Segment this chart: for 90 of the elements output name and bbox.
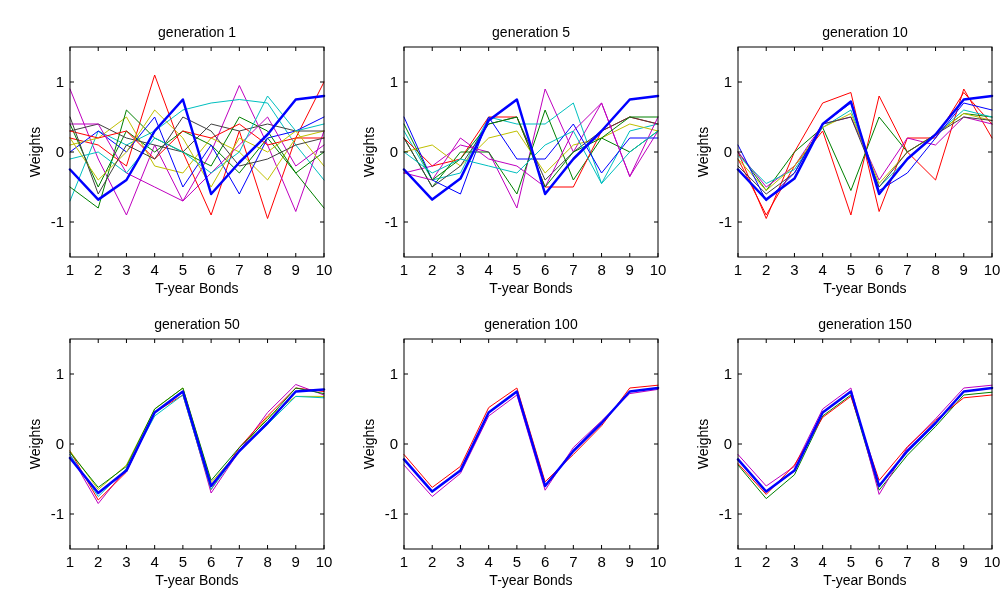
x-axis-title: T-year Bonds: [155, 572, 239, 588]
x-tick-label: 7: [903, 261, 912, 278]
x-tick-label: 9: [291, 553, 300, 570]
x-tick-label: 3: [790, 553, 799, 570]
x-tick-label: 10: [315, 261, 333, 278]
y-tick-label: -1: [718, 213, 732, 230]
x-tick-label: 10: [983, 261, 1001, 278]
x-tick-label: 9: [959, 261, 968, 278]
y-tick-label: -1: [50, 505, 64, 522]
x-tick-label: 9: [625, 553, 634, 570]
x-axis-title: T-year Bonds: [823, 572, 907, 588]
x-tick-label: 2: [762, 553, 771, 570]
chart-title: generation 1: [158, 24, 237, 40]
x-tick-label: 4: [150, 261, 159, 278]
y-tick-label: 1: [55, 365, 64, 382]
x-tick-label: 5: [512, 261, 522, 278]
x-tick-label: 6: [874, 261, 884, 278]
y-tick-label: 1: [723, 73, 732, 90]
x-tick-label: 3: [122, 553, 131, 570]
y-tick-label: -1: [384, 505, 398, 522]
x-tick-label: 4: [818, 261, 827, 278]
y-tick-label: 0: [389, 143, 398, 160]
x-tick-label: 2: [428, 261, 437, 278]
y-tick-label: -1: [718, 505, 732, 522]
x-tick-label: 7: [235, 261, 244, 278]
x-tick-label: 4: [150, 553, 159, 570]
y-tick-label: 0: [723, 143, 732, 160]
x-tick-label: 6: [540, 261, 550, 278]
x-tick-label: 8: [597, 261, 606, 278]
y-axis-title: Weights: [27, 418, 43, 470]
x-tick-label: 2: [94, 553, 103, 570]
x-axis-title: T-year Bonds: [155, 280, 239, 296]
x-tick-label: 10: [649, 553, 667, 570]
x-axis-title: T-year Bonds: [823, 280, 907, 296]
x-tick-label: 8: [931, 261, 940, 278]
x-tick-label: 6: [874, 553, 884, 570]
chart-title: generation 100: [484, 316, 578, 332]
chart-title: generation 5: [492, 24, 571, 40]
x-tick-label: 8: [597, 553, 606, 570]
y-tick-label: -1: [384, 213, 398, 230]
x-tick-label: 10: [983, 553, 1001, 570]
x-tick-label: 2: [428, 553, 437, 570]
y-tick-label: -1: [50, 213, 64, 230]
x-tick-label: 3: [790, 261, 799, 278]
x-tick-label: 4: [484, 553, 493, 570]
x-tick-label: 2: [94, 261, 103, 278]
x-tick-label: 7: [569, 553, 578, 570]
x-tick-label: 7: [569, 261, 578, 278]
x-axis-title: T-year Bonds: [489, 572, 573, 588]
y-tick-label: 0: [389, 435, 398, 452]
x-tick-label: 5: [846, 553, 856, 570]
x-tick-label: 8: [931, 553, 940, 570]
y-tick-label: 1: [723, 365, 732, 382]
x-tick-label: 3: [456, 553, 465, 570]
y-tick-label: 0: [55, 143, 64, 160]
x-axis-title: T-year Bonds: [489, 280, 573, 296]
x-tick-label: 3: [122, 261, 131, 278]
chart-title: generation 50: [154, 316, 241, 332]
x-tick-label: 3: [456, 261, 465, 278]
x-tick-label: 5: [178, 553, 188, 570]
y-axis-title: Weights: [27, 126, 43, 178]
y-tick-label: 1: [55, 73, 64, 90]
y-tick-label: 0: [55, 435, 64, 452]
x-tick-label: 6: [206, 553, 216, 570]
x-tick-label: 2: [762, 261, 771, 278]
x-tick-label: 6: [540, 553, 550, 570]
x-tick-label: 7: [903, 553, 912, 570]
x-tick-label: 6: [206, 261, 216, 278]
x-tick-label: 5: [846, 261, 856, 278]
x-tick-label: 8: [263, 261, 272, 278]
x-tick-label: 9: [625, 261, 634, 278]
x-tick-label: 7: [235, 553, 244, 570]
y-axis-title: Weights: [361, 126, 377, 178]
y-axis-title: Weights: [695, 418, 711, 470]
chart-title: generation 150: [818, 316, 912, 332]
x-tick-label: 4: [818, 553, 827, 570]
y-axis-title: Weights: [361, 418, 377, 470]
x-tick-label: 10: [315, 553, 333, 570]
x-tick-label: 5: [512, 553, 522, 570]
y-tick-label: 1: [389, 365, 398, 382]
x-tick-label: 4: [484, 261, 493, 278]
x-tick-label: 8: [263, 553, 272, 570]
chart-title: generation 10: [822, 24, 909, 40]
x-tick-label: 9: [291, 261, 300, 278]
y-tick-label: 1: [389, 73, 398, 90]
y-tick-label: 0: [723, 435, 732, 452]
x-tick-label: 5: [178, 261, 188, 278]
x-tick-label: 9: [959, 553, 968, 570]
x-tick-label: 10: [649, 261, 667, 278]
y-axis-title: Weights: [695, 126, 711, 178]
